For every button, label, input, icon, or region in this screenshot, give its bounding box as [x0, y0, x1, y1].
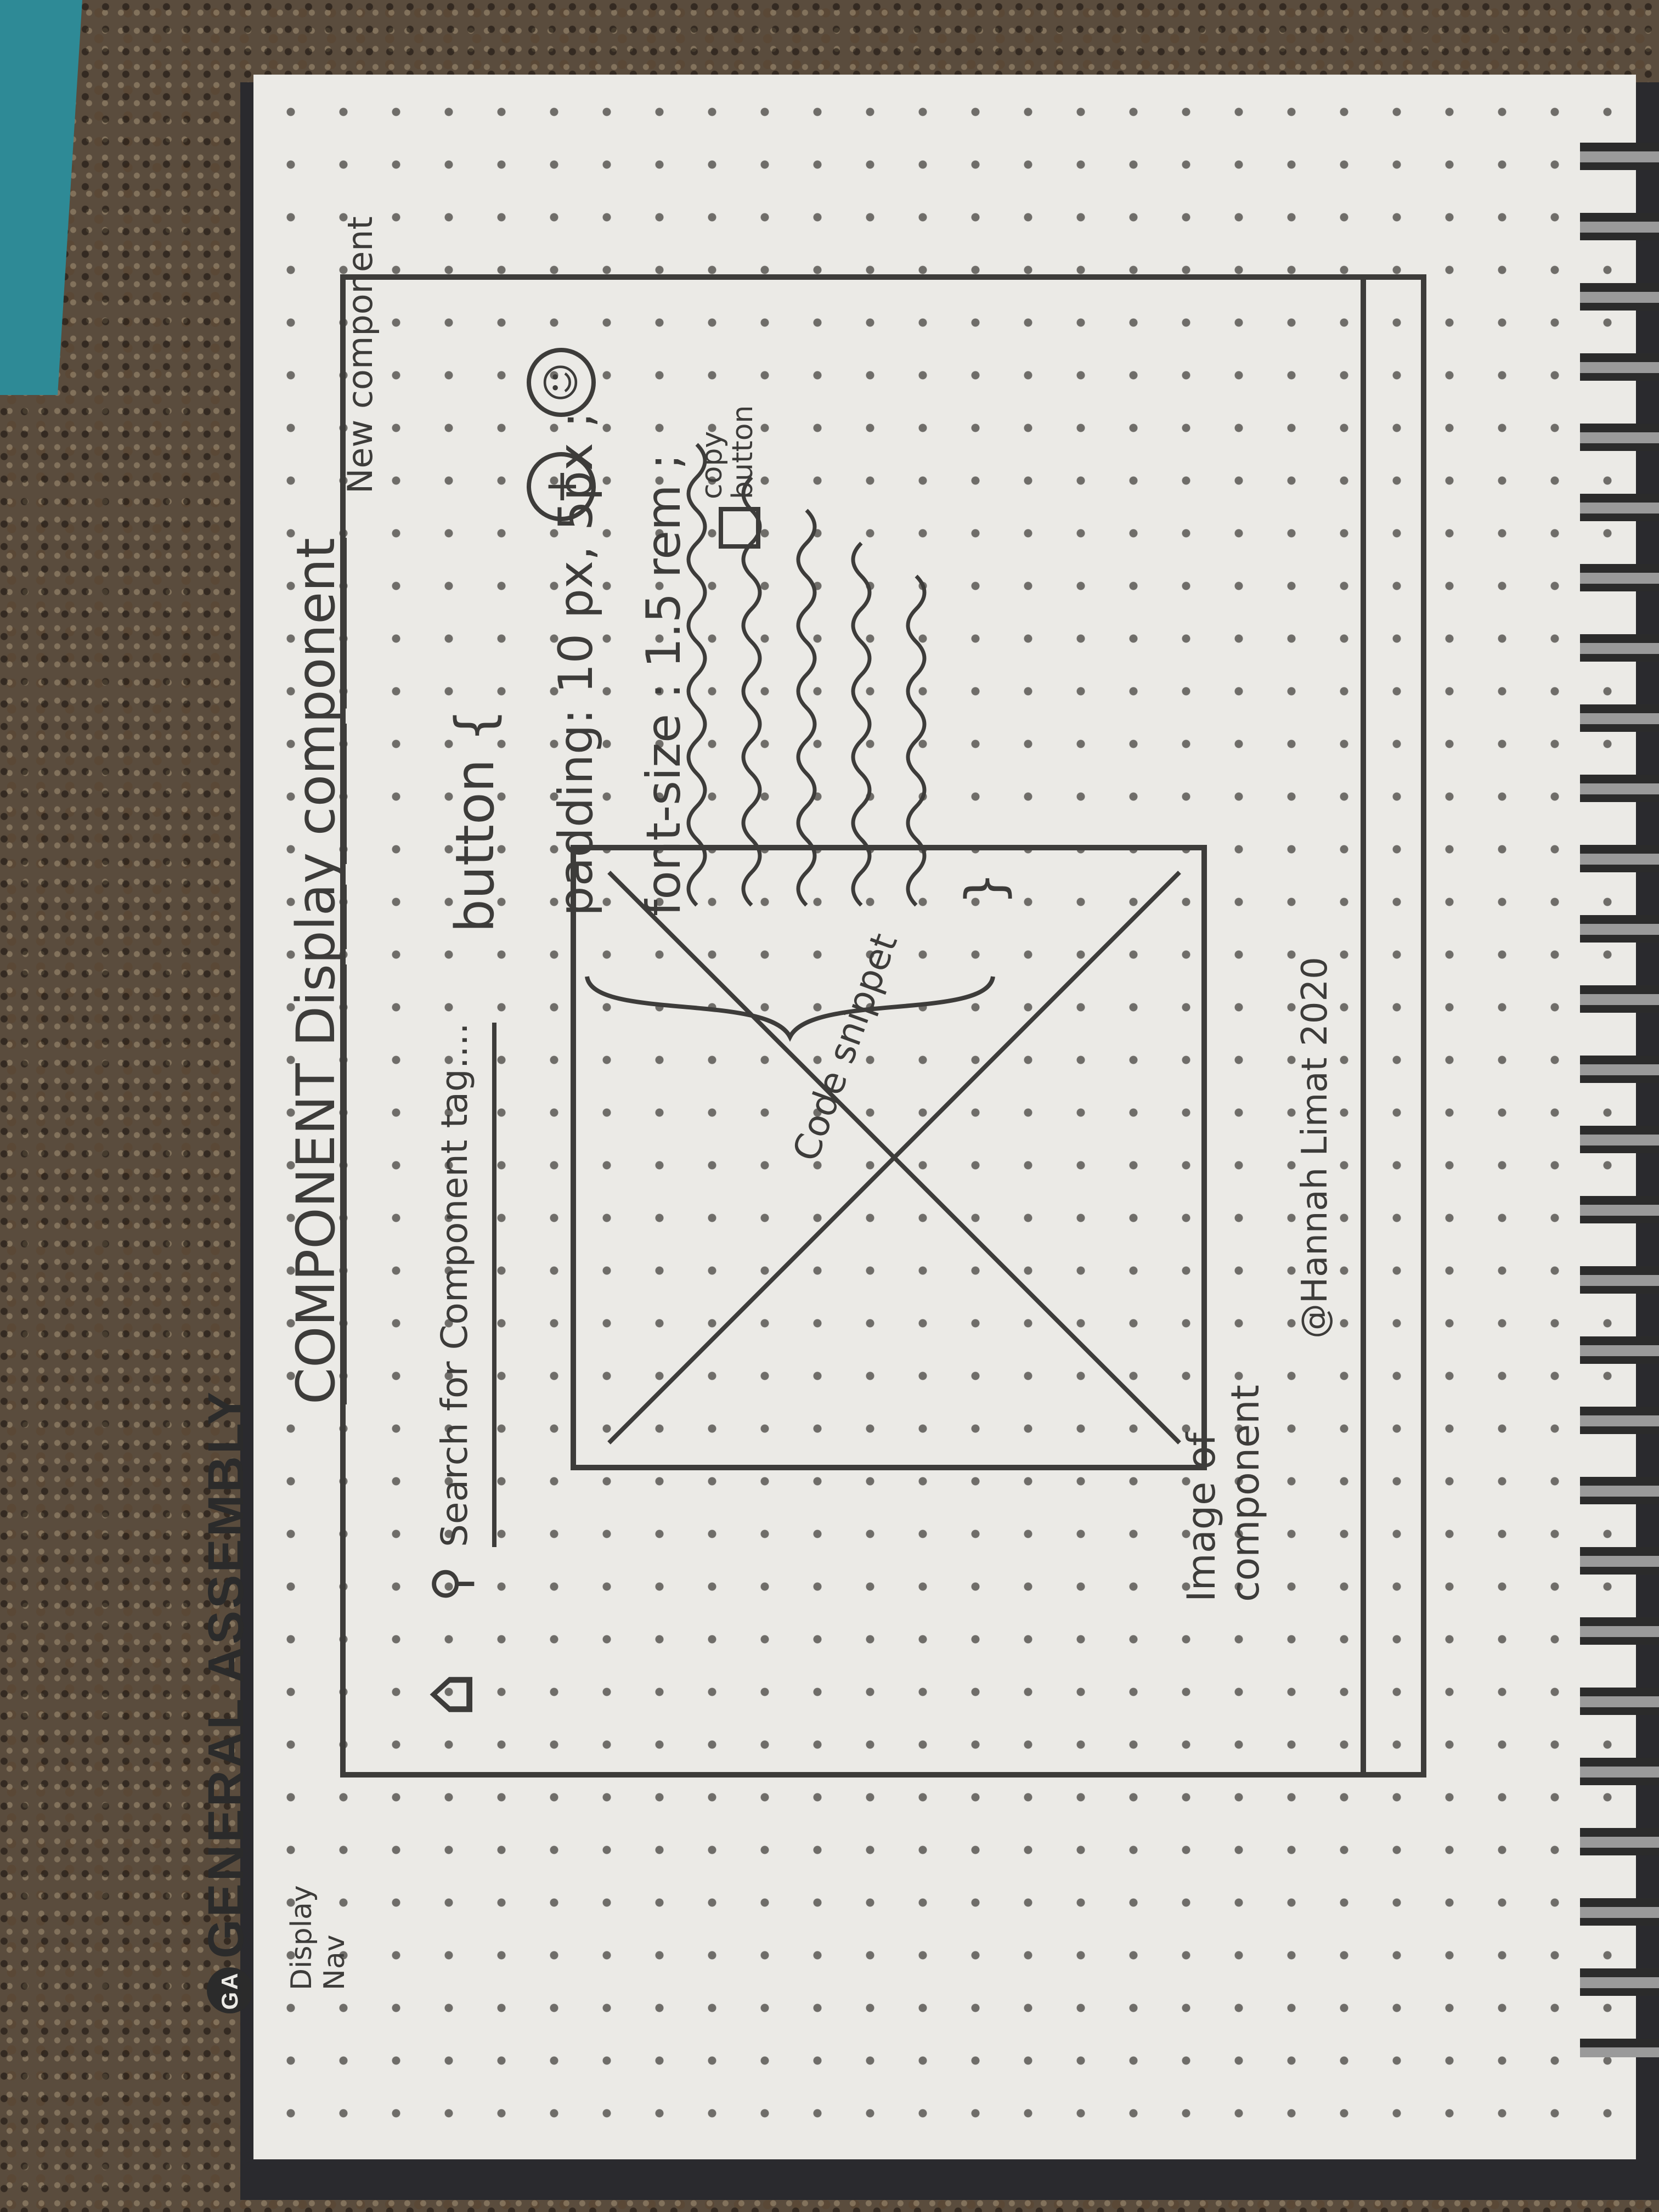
placeholder-cross — [607, 871, 1181, 1444]
component-image-placeholder — [571, 845, 1207, 1470]
footer-credit: @Hannah Limat 2020 — [1295, 957, 1335, 1339]
page-title: COMPONENT Display component — [285, 538, 347, 1404]
image-annotation: Image of component — [1179, 1384, 1268, 1602]
brand-name: GENERAL ASSEMBLY — [198, 1389, 254, 1959]
nav-annotation: Display Nav — [285, 1885, 351, 1990]
code-selector: button { — [444, 708, 506, 933]
dot-grid-paper — [253, 75, 1636, 2159]
code-closing-brace: } — [955, 871, 1016, 905]
footer-divider — [1361, 280, 1366, 1778]
ga-logo-icon: GA — [206, 1967, 253, 2013]
brand-logo: GA GENERAL ASSEMBLY — [198, 1390, 255, 2013]
user-profile-button[interactable]: ☺ — [527, 348, 596, 417]
code-line-padding: padding: 10 px, 5px ; — [549, 411, 603, 916]
code-squiggle-lines — [686, 443, 927, 907]
user-icon: ☺ — [539, 362, 584, 403]
search-icon[interactable]: ⚲ — [422, 1566, 480, 1602]
search-input[interactable]: Search for Component tag.... — [433, 1023, 496, 1547]
home-icon[interactable]: ⌂ — [406, 1672, 489, 1717]
snippet-brace — [585, 976, 995, 1042]
notebook-spiral — [1580, 126, 1659, 2057]
